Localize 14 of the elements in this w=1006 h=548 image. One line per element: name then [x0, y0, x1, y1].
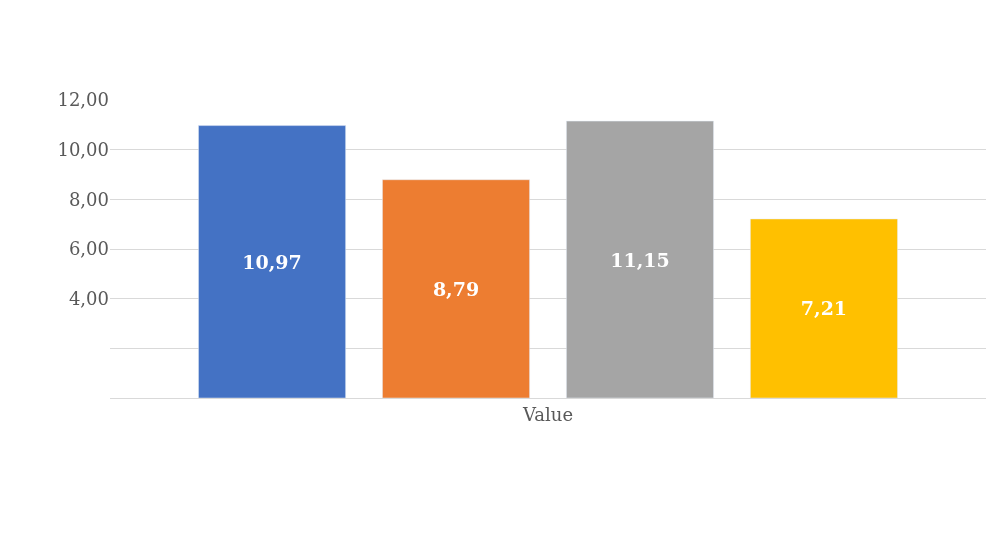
text: 10,97 — [242, 250, 302, 273]
text: 8,79 — [432, 277, 480, 300]
y-tick-label: 8,00 — [68, 188, 109, 210]
bar — [382, 179, 530, 398]
y-tick-label: 12,00 — [57, 89, 109, 111]
bar — [750, 218, 898, 398]
x-tick-label: Value — [521, 403, 574, 425]
bar — [566, 120, 714, 398]
y-tick-label: 6,00 — [68, 238, 109, 260]
text: 11,15 — [610, 248, 670, 271]
bar — [198, 125, 346, 398]
text: 7,21 — [800, 297, 848, 320]
y-tick-label: 4,00 — [68, 287, 109, 309]
y-tick-label: 10,00 — [57, 138, 109, 160]
